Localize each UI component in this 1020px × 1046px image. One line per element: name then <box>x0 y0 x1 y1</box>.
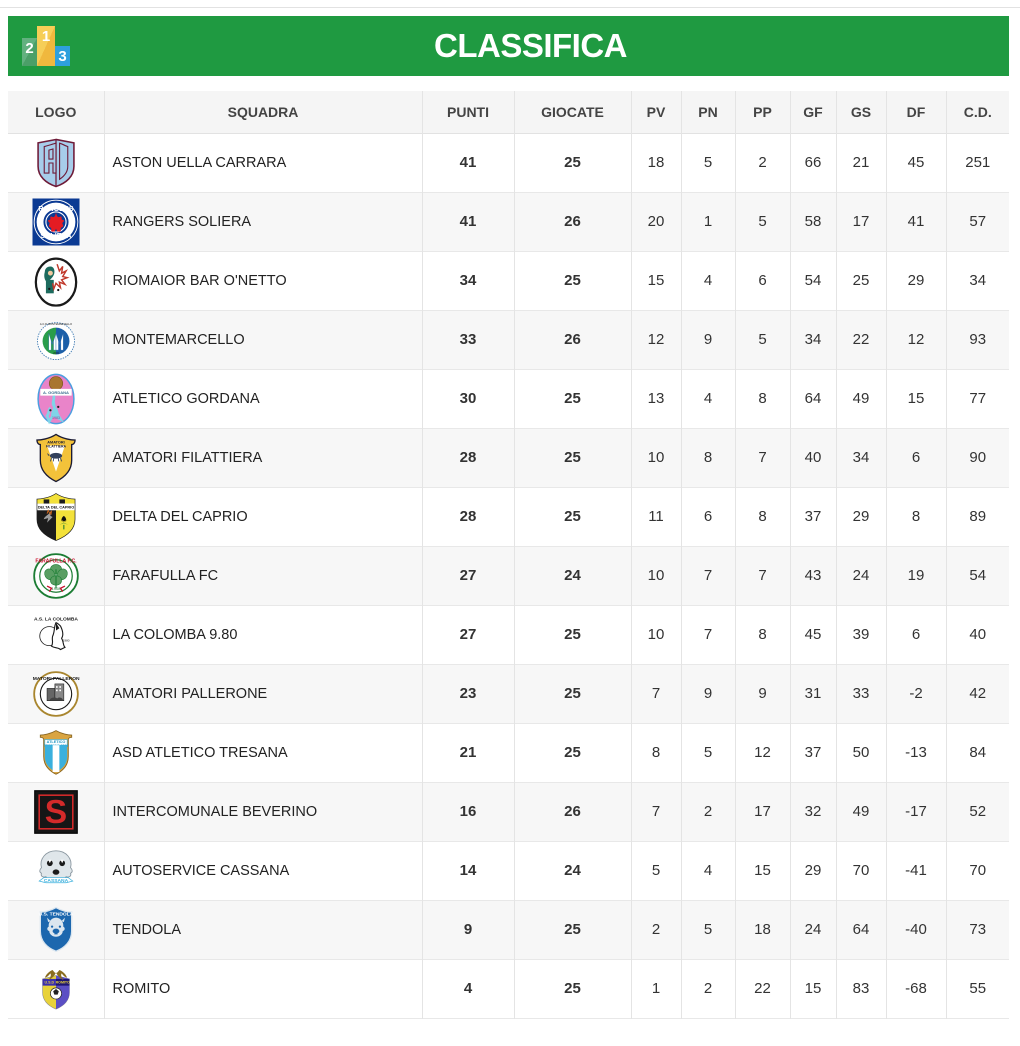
svg-text:SOLIERA: SOLIERA <box>40 233 71 240</box>
svg-text:ROMITO: ROMITO <box>55 980 69 984</box>
svg-text:AMATORI PALLERONE: AMATORI PALLERONE <box>32 676 79 682</box>
svg-text:FARAFULLA F.C.: FARAFULLA F.C. <box>35 558 77 564</box>
svg-text:1908: 1908 <box>51 586 61 591</box>
svg-text:1980: 1980 <box>62 638 69 642</box>
svg-text:AMATORI: AMATORI <box>47 440 64 444</box>
svg-text:U.S. TENDOLA: U.S. TENDOLA <box>38 911 73 917</box>
svg-text:RANGERS: RANGERS <box>38 205 74 212</box>
svg-text:ATLETICO: ATLETICO <box>46 739 65 743</box>
svg-text:A.C.D MONTEMARCELLO: A.C.D MONTEMARCELLO <box>40 321 72 325</box>
svg-text:A.S. LA COLOMBA: A.S. LA COLOMBA <box>34 616 78 622</box>
svg-text:2003: 2003 <box>53 352 59 355</box>
svg-text:DELTA DEL CAPRIO: DELTA DEL CAPRIO <box>38 505 74 509</box>
svg-text:1983: 1983 <box>52 416 60 420</box>
svg-text:A. GORDANA: A. GORDANA <box>43 389 69 394</box>
svg-text:U.S.D: U.S.D <box>44 980 54 984</box>
svg-text:S: S <box>45 794 67 831</box>
svg-text:FILATTIERA: FILATTIERA <box>46 444 66 448</box>
svg-text:CASSANA: CASSANA <box>44 878 69 884</box>
